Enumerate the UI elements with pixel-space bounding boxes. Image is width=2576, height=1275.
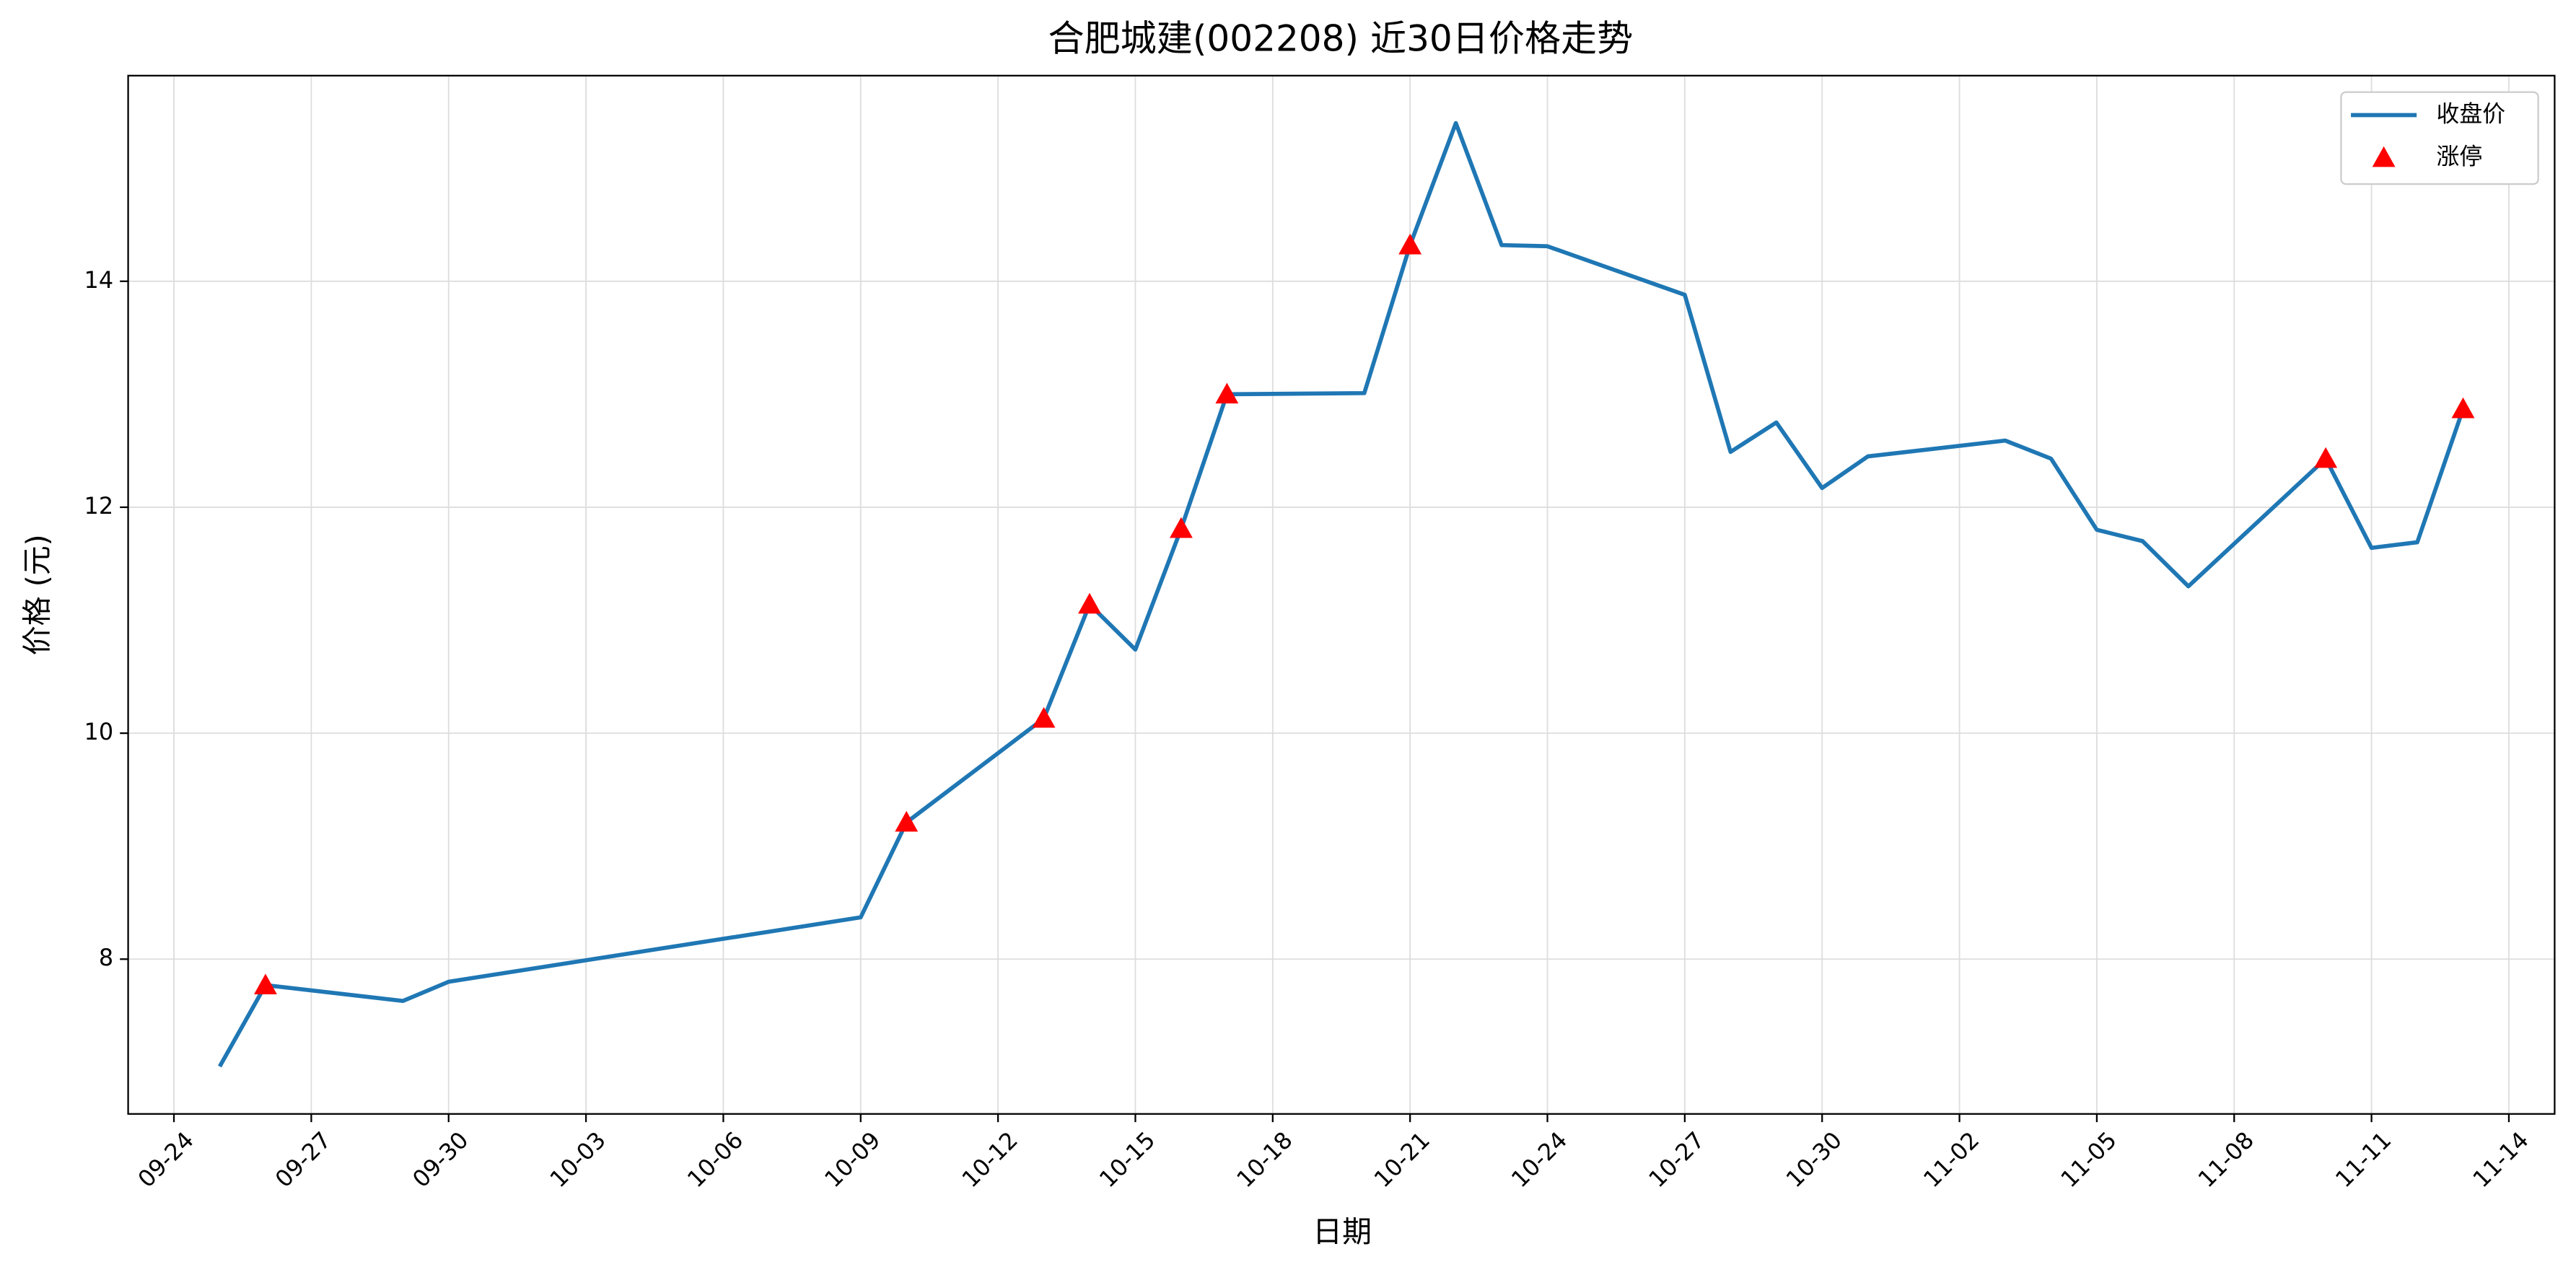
y-tick-label: 14 xyxy=(84,266,114,294)
y-tick-label: 8 xyxy=(99,944,113,971)
limit-up-marker xyxy=(1398,233,1422,255)
legend-label: 收盘价 xyxy=(2436,100,2505,127)
limit-up-marker xyxy=(1169,517,1193,538)
limit-up-marker xyxy=(1078,592,1101,614)
y-tick-label: 10 xyxy=(84,718,114,745)
chart-title: 合肥城建(002208) 近30日价格走势 xyxy=(1048,18,1634,60)
limit-up-marker xyxy=(2314,447,2338,468)
limit-up-marker xyxy=(1032,706,1056,728)
limit-up-marker xyxy=(895,810,919,832)
y-axis-label: 价格 (元) xyxy=(20,534,55,655)
plot-frame xyxy=(127,74,2556,1115)
price-line xyxy=(218,121,2466,1068)
legend-label: 涨停 xyxy=(2436,143,2482,170)
y-tick-label: 12 xyxy=(84,492,114,520)
limit-up-marker xyxy=(1215,382,1239,404)
x-axis-label: 日期 xyxy=(1313,1214,1372,1249)
limit-up-marker xyxy=(2451,397,2475,419)
limit-up-marker xyxy=(253,973,277,995)
legend-marker xyxy=(2372,146,2396,167)
